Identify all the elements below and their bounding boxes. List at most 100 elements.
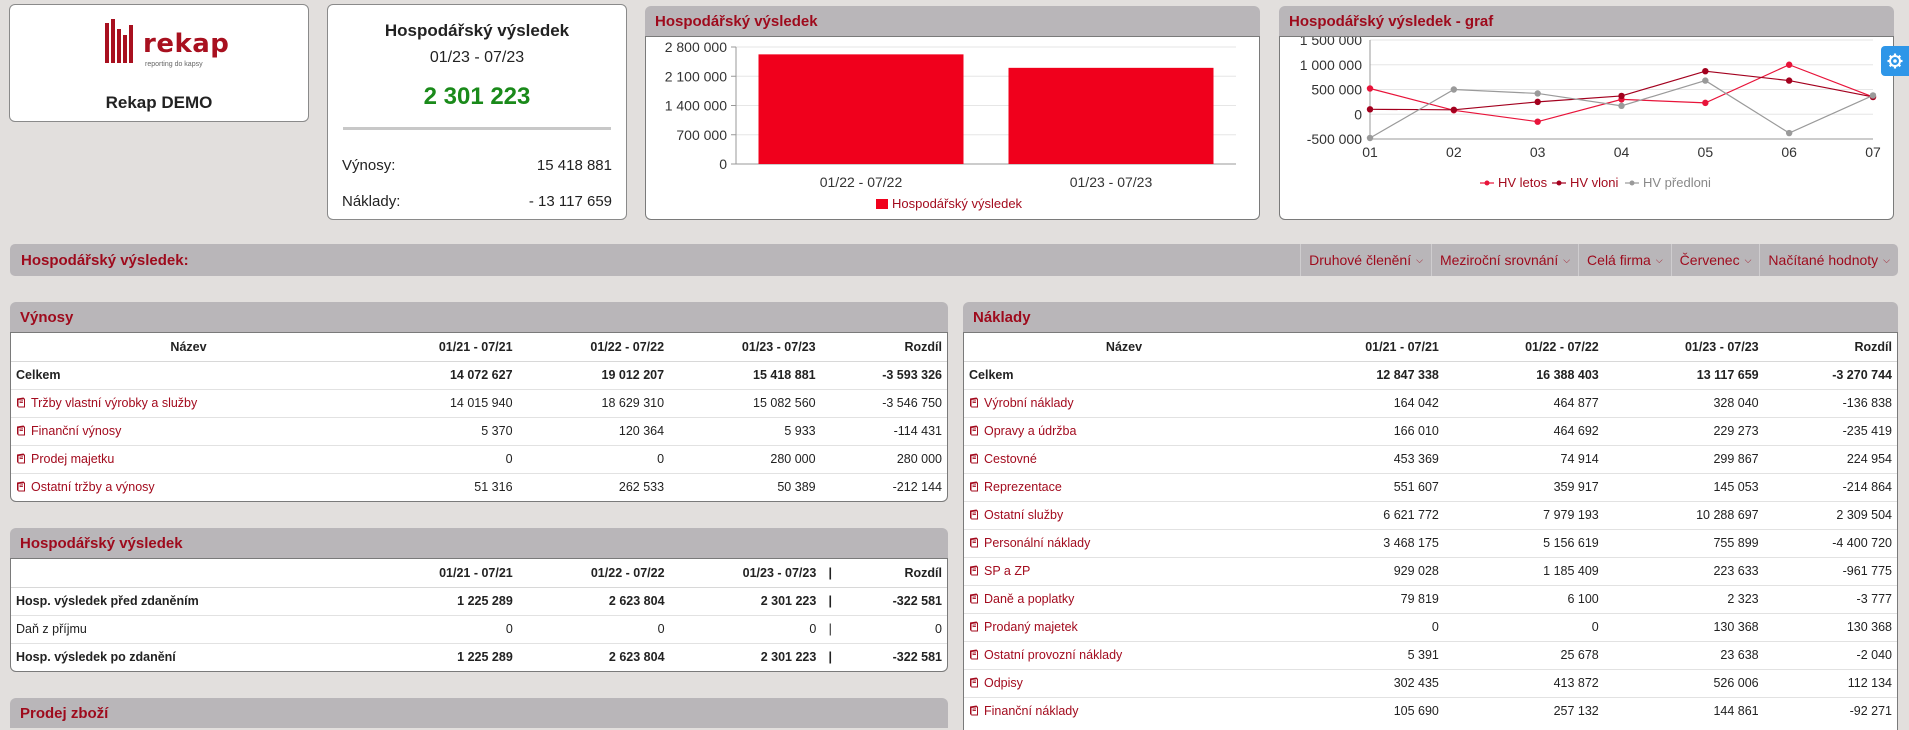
- column-header: Název: [11, 333, 366, 362]
- book-icon: [16, 453, 26, 464]
- row-label: Ostatní služby: [984, 508, 1064, 522]
- book-icon: [16, 397, 26, 408]
- settings-gear-button[interactable]: [1881, 46, 1909, 76]
- cell: 19 012 207: [517, 360, 670, 389]
- logo-text: rekap: [143, 29, 230, 59]
- summary-card: Hospodářský výsledek 01/23 - 07/23 2 301…: [327, 4, 627, 220]
- row-link[interactable]: SP a ZP: [969, 564, 1030, 578]
- y-tick-label: -500 000: [1307, 131, 1362, 147]
- cell: 0: [366, 614, 518, 643]
- y-tick-label: 2 800 000: [665, 39, 727, 55]
- data-point[interactable]: [1534, 90, 1541, 97]
- cell: -2 040: [1763, 640, 1897, 669]
- data-point[interactable]: [1785, 129, 1793, 137]
- data-point[interactable]: [1702, 99, 1709, 107]
- data-point[interactable]: [1534, 118, 1541, 125]
- cell: 112 134: [1763, 668, 1897, 697]
- cell: -4 400 720: [1763, 528, 1897, 557]
- row-link[interactable]: Opravy a údržba: [969, 424, 1076, 438]
- book-icon: [969, 537, 979, 548]
- revenue-title: Výnosy: [20, 308, 74, 326]
- filter-company-dropdown[interactable]: Celá firma ⌵: [1578, 244, 1671, 276]
- row-link[interactable]: Ostatní provozní náklady: [969, 648, 1122, 662]
- legend-swatch: [876, 199, 888, 209]
- cell: |: [821, 586, 840, 615]
- cell: -322 581: [839, 642, 947, 671]
- column-header: 01/22 - 07/22: [517, 559, 670, 588]
- cell: 2 623 804: [517, 642, 670, 671]
- revenue-value: 15 418 881: [536, 157, 612, 174]
- goods-title: Prodej zboží: [20, 704, 109, 722]
- result-table: 01/21 - 07/21 01/22 - 07/22 01/23 - 07/2…: [11, 559, 947, 671]
- filter-month-dropdown[interactable]: Červenec ⌵: [1670, 244, 1760, 276]
- legend-item[interactable]: HV vloni: [1552, 175, 1619, 190]
- row-link[interactable]: Ostatní služby: [969, 508, 1063, 522]
- column-header: 01/22 - 07/22: [517, 333, 670, 362]
- table-row: Ostatní tržby a výnosy 51 316 262 533 50 38…: [11, 472, 947, 501]
- row-link[interactable]: Prodej majetku: [16, 452, 114, 466]
- bar[interactable]: [758, 54, 964, 165]
- data-point[interactable]: [1785, 77, 1793, 84]
- row-link[interactable]: Reprezentace: [969, 480, 1062, 494]
- table-row: Finanční výnosy 5 370 120 364 5 933 -114 431: [11, 416, 947, 445]
- legend-marker: [1629, 180, 1635, 186]
- book-icon: [969, 677, 979, 688]
- cell: 299 867: [1603, 444, 1764, 473]
- cost-label: Náklady:: [342, 193, 401, 210]
- cell: -961 775: [1763, 556, 1897, 585]
- filter-comparison-label: Meziroční srovnání: [1439, 252, 1559, 268]
- data-point[interactable]: [1366, 134, 1374, 142]
- data-point[interactable]: [1366, 106, 1374, 113]
- cell: 5 391: [1284, 640, 1444, 669]
- gear-icon: [1887, 53, 1903, 69]
- cell: 280 000: [820, 444, 947, 473]
- column-header: 01/23 - 07/23: [669, 333, 821, 362]
- row-link[interactable]: Ostatní tržby a výnosy: [16, 480, 155, 494]
- row-link[interactable]: Finanční výnosy: [16, 424, 121, 438]
- row-link[interactable]: Daně a poplatky: [969, 592, 1074, 606]
- legend[interactable]: Hospodářský výsledek: [876, 196, 1023, 211]
- legend-label: HV vloni: [1570, 175, 1619, 190]
- row-link[interactable]: Prodaný majetek: [969, 620, 1078, 634]
- table-header-row: 01/21 - 07/21 01/22 - 07/22 01/23 - 07/2…: [11, 559, 947, 588]
- data-point[interactable]: [1534, 98, 1541, 106]
- data-point[interactable]: [1869, 92, 1877, 99]
- row-label: Prodaný majetek: [984, 620, 1078, 634]
- cell: -322 581: [839, 586, 947, 615]
- cell: 74 914: [1443, 444, 1604, 473]
- cell: 526 006: [1603, 668, 1764, 697]
- y-tick-label: 0: [719, 156, 727, 172]
- filter-comparison-dropdown[interactable]: Meziroční srovnání ⌵: [1430, 244, 1578, 276]
- row-link[interactable]: Odpisy: [969, 676, 1023, 690]
- data-point[interactable]: [1618, 102, 1625, 110]
- row-link[interactable]: Finanční náklady: [969, 704, 1079, 718]
- cell: 0: [839, 614, 947, 643]
- row-label: Ostatní tržby a výnosy: [31, 480, 155, 495]
- row-link[interactable]: Výrobní náklady: [969, 396, 1074, 410]
- data-point[interactable]: [1702, 77, 1709, 84]
- cell: 453 369: [1284, 444, 1444, 473]
- book-icon: [969, 705, 979, 716]
- data-point[interactable]: [1366, 85, 1374, 92]
- rekap-logo[interactable]: rekap reporting do kapsy: [105, 19, 235, 69]
- row-name-cell: Výrobní náklady: [964, 388, 1284, 417]
- column-separator: |: [821, 559, 840, 588]
- filter-values-dropdown[interactable]: Načítané hodnoty ⌵: [1759, 244, 1898, 276]
- revenue-table: Název 01/21 - 07/21 01/22 - 07/22 01/23 …: [11, 333, 947, 501]
- data-point[interactable]: [1618, 92, 1625, 100]
- cell: 0: [1284, 612, 1444, 641]
- book-icon: [16, 481, 26, 492]
- data-point[interactable]: [1450, 106, 1458, 113]
- legend-item[interactable]: HV letos: [1480, 175, 1548, 190]
- filter-breakdown-dropdown[interactable]: Druhové členění ⌵: [1300, 244, 1431, 276]
- row-link[interactable]: Tržby vlastní výrobky a služby: [16, 396, 197, 410]
- legend-item[interactable]: HV předloni: [1625, 175, 1711, 190]
- data-point[interactable]: [1702, 67, 1709, 75]
- table-row: Výrobní náklady 164 042 464 877 328 040 -136…: [964, 388, 1897, 417]
- row-link[interactable]: Personální náklady: [969, 536, 1090, 550]
- x-tick-label: 06: [1781, 144, 1797, 160]
- bar[interactable]: [1008, 67, 1214, 164]
- data-point[interactable]: [1785, 61, 1793, 68]
- data-point[interactable]: [1450, 86, 1458, 93]
- row-link[interactable]: Cestovné: [969, 452, 1037, 466]
